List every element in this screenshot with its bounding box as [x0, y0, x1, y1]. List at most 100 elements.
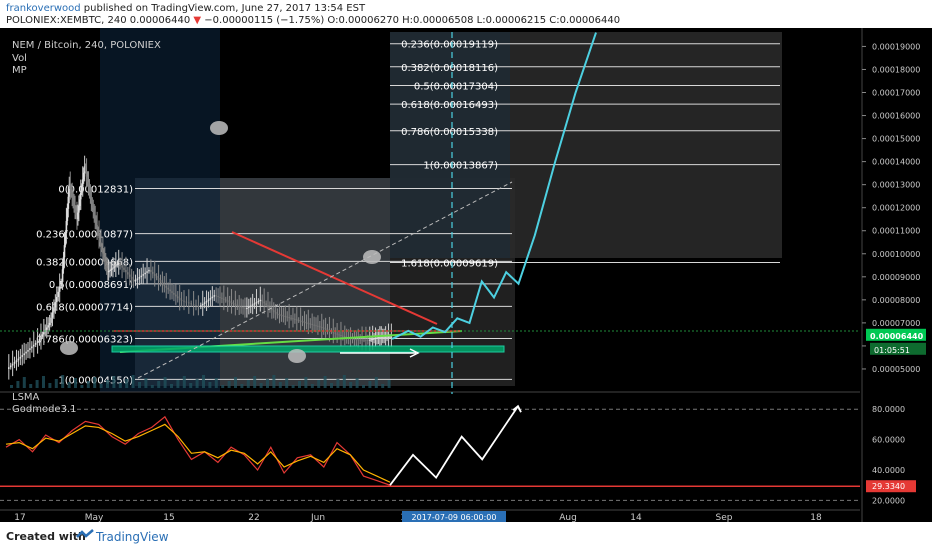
candle-body	[77, 212, 79, 220]
tradingview-logo-icon[interactable]	[76, 529, 94, 544]
oscillator-projection	[389, 405, 519, 486]
candle-body	[253, 303, 256, 305]
candle-body	[40, 336, 42, 340]
candle-body	[79, 199, 81, 206]
candle-body	[17, 358, 20, 361]
symbol-label: POLONIEX:XEMBTC, 240	[6, 15, 127, 26]
candle-body	[180, 299, 183, 301]
y-axis-tick-label: 0.00017000	[872, 89, 920, 98]
candle-body	[150, 269, 152, 272]
oscillator-value-label: 29.3340	[872, 482, 905, 491]
candle-body	[242, 307, 244, 309]
candle-body	[117, 262, 120, 265]
ohlc-high-label: H:	[402, 15, 414, 26]
y-axis-tick-label: 0.00012000	[872, 204, 920, 213]
oscillator-tick-label: 80.0000	[872, 405, 905, 414]
tradingview-brand[interactable]: TradingView	[96, 530, 169, 544]
chart-area[interactable]: 0(0.00012831) 0.236(0.00010877) 0.382(0.00…	[0, 28, 932, 523]
volume-bar	[227, 381, 231, 388]
candle-body	[381, 336, 384, 338]
candle-body	[140, 275, 143, 278]
candle-body	[95, 220, 97, 225]
fib-retracement-label: 0.5(0.00008691)	[49, 280, 133, 291]
candle-body	[267, 305, 269, 307]
candle-body	[251, 304, 254, 306]
volume-bar	[278, 382, 282, 388]
volume-bar	[22, 377, 26, 388]
author-link[interactable]: frankoverwood	[6, 3, 81, 14]
volume-bar	[61, 375, 65, 388]
candle-body	[60, 281, 62, 287]
candle-body	[340, 334, 342, 336]
candle-body	[123, 267, 125, 270]
volume-bar	[368, 381, 372, 388]
candle-body	[88, 186, 91, 193]
volume-bar	[330, 383, 333, 388]
candle-body	[248, 306, 250, 308]
dashed-trend-projection	[137, 181, 513, 379]
candle-body	[195, 305, 197, 307]
x-axis-tick-label: 17	[14, 513, 25, 522]
candle-body	[386, 336, 388, 338]
legend-lsma: LSMA	[12, 392, 40, 403]
fib-retracement-label: 0(0.00012831)	[58, 185, 133, 196]
resistance-trendline	[231, 231, 438, 325]
x-axis-tick-label: Sep	[716, 513, 733, 522]
candle-body	[13, 362, 16, 364]
candle-body	[61, 269, 64, 282]
candle-body	[115, 265, 117, 267]
candle-body	[265, 303, 267, 306]
candle-body	[357, 339, 360, 341]
x-axis-tick-label: May	[85, 513, 104, 522]
candle-body	[355, 339, 358, 341]
volume-bar	[355, 378, 359, 388]
oscillator-arrow-head	[512, 404, 522, 413]
fib-retracement-label: 0.618(0.00007714)	[36, 302, 133, 313]
chart-svg[interactable]: 0(0.00012831) 0.236(0.00010877) 0.382(0.00…	[0, 28, 932, 523]
candle-body	[376, 337, 378, 339]
fib-extension-label: 1(0.00013867)	[423, 161, 498, 172]
candle-body	[27, 349, 29, 352]
candle-body	[91, 202, 94, 208]
marker-circle	[363, 250, 381, 264]
candle-body	[80, 192, 82, 200]
candle-body	[89, 192, 92, 198]
volume-bar	[298, 381, 301, 388]
volume-bar	[259, 383, 263, 388]
candle-body	[299, 320, 302, 322]
countdown-tag	[870, 342, 926, 355]
candle-body	[271, 308, 273, 311]
candle-body	[81, 179, 84, 187]
candle-body	[65, 220, 68, 234]
marker-circle	[288, 349, 306, 363]
fib-extension-label: 0.236(0.00019119)	[401, 40, 498, 51]
volume-bar	[221, 385, 225, 388]
candle-body	[136, 278, 139, 280]
candle-body	[11, 363, 14, 366]
candle-body	[342, 335, 344, 337]
candle-body	[390, 336, 393, 338]
candle-body	[200, 305, 202, 307]
y-axis-tick-label: 0.00007000	[872, 319, 920, 328]
fib-retracement-label: 0.382(0.00009668)	[36, 257, 133, 268]
price-projection-line	[391, 32, 597, 340]
candle-body	[93, 212, 96, 217]
candle-body	[183, 300, 185, 302]
volume-bar	[342, 375, 346, 388]
volume-bar	[374, 377, 378, 388]
candle-body	[374, 338, 377, 340]
volume-bar	[272, 375, 276, 388]
candle-body	[127, 272, 129, 275]
candle-body	[153, 273, 156, 276]
candle-body	[359, 339, 361, 341]
candle-body	[197, 305, 200, 307]
fib-extension-shade	[390, 32, 510, 258]
candle-body	[278, 314, 281, 316]
candle-body	[324, 328, 327, 330]
candle-body	[315, 325, 317, 327]
candle-body	[192, 304, 195, 306]
candle-body	[98, 233, 100, 238]
candle-body	[8, 367, 10, 369]
oscillator-series-line	[5, 415, 391, 486]
candle-body	[380, 336, 383, 338]
